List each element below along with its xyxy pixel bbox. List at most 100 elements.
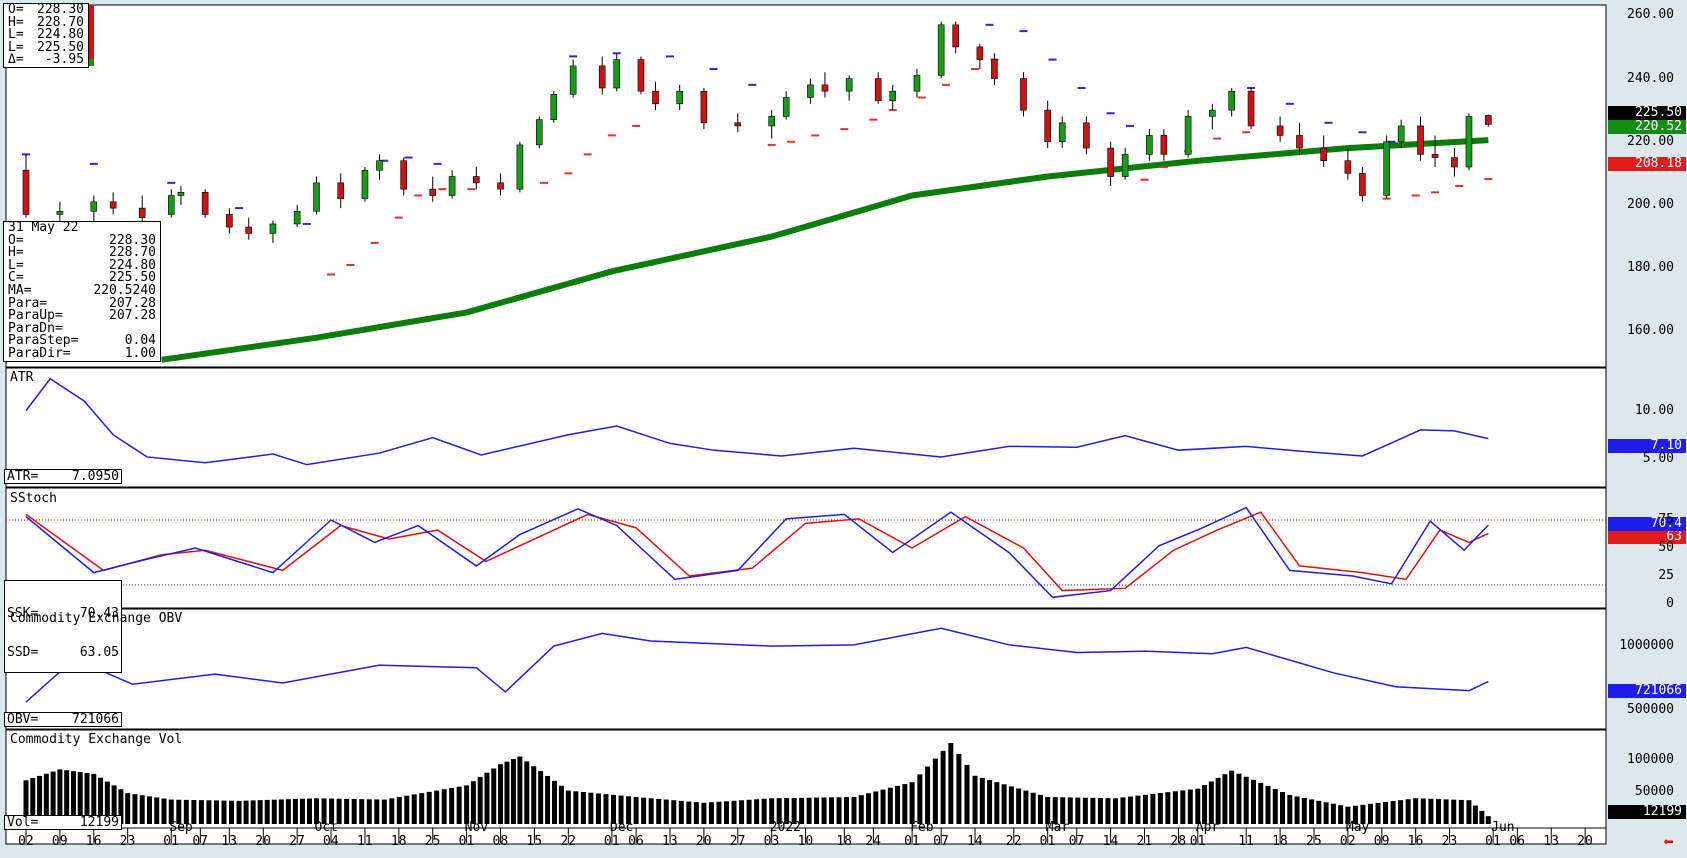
candle-body — [516, 144, 524, 190]
volume-bar — [517, 756, 523, 824]
scroll-left-arrow-icon[interactable]: ⬅ — [1663, 832, 1674, 853]
volume-bar — [956, 753, 962, 824]
x-day-label: 27 — [289, 834, 305, 849]
candle-body — [768, 116, 775, 127]
volume-bar — [932, 758, 938, 824]
para-up-dot — [1159, 166, 1168, 169]
volume-bar — [1229, 770, 1235, 824]
obv-badge: 721066 — [1608, 684, 1686, 698]
volume-bar — [1172, 791, 1178, 824]
para-dn-dot — [666, 55, 674, 58]
volume-bar — [761, 798, 767, 824]
volume-bar — [701, 802, 707, 824]
x-day-label: 02 — [18, 834, 34, 849]
candle-body — [473, 176, 480, 184]
para-up-dot — [1140, 178, 1149, 181]
volume-bar — [1294, 796, 1300, 824]
volume-bar — [50, 771, 56, 824]
header-row: Δ= -3.95 — [8, 52, 84, 68]
volume-bar — [964, 764, 970, 824]
volume-bar — [125, 793, 131, 824]
volume-bar — [366, 799, 372, 824]
volume-bar — [573, 791, 579, 824]
header-row: L= 225.50 — [8, 39, 84, 55]
volume-bar — [1258, 782, 1264, 824]
volume-bar — [329, 798, 335, 824]
candle-body — [1344, 160, 1352, 174]
data-window-row: O= 228.30 — [8, 232, 156, 248]
volume-bar — [1120, 797, 1126, 824]
price-tick-label: 260.00 — [1627, 7, 1674, 23]
x-month-label: Sep — [169, 820, 193, 835]
volume-bar — [1323, 802, 1329, 824]
x-day-label: 07 — [933, 834, 949, 849]
volume-bar — [1082, 797, 1088, 824]
x-day-label: 02 — [1339, 834, 1356, 849]
para-dn-dot — [380, 159, 389, 162]
volume-bar — [1272, 788, 1278, 824]
candle-body — [429, 188, 437, 196]
para-up-dot — [1213, 137, 1222, 140]
volume-bar — [1052, 797, 1058, 824]
volume-bar — [708, 802, 714, 824]
volume-bar — [292, 798, 298, 824]
x-day-label: 04 — [323, 834, 339, 849]
volume-bar — [183, 799, 189, 824]
volume-bar — [498, 764, 504, 824]
vol-readout: Vol= 12199 — [4, 815, 122, 830]
volume-bar — [791, 797, 797, 824]
x-month-label: Apr — [1195, 820, 1220, 835]
candle-body — [1247, 90, 1255, 127]
volume-bar — [858, 795, 864, 824]
volume-bar — [821, 797, 827, 824]
volume-bar — [663, 799, 669, 824]
candle-body — [1044, 109, 1051, 143]
x-day-label: 14 — [1102, 834, 1119, 849]
para-up-dot — [917, 96, 926, 99]
candle-body — [550, 94, 558, 120]
candle-body — [90, 201, 98, 212]
volume-bar — [531, 766, 537, 824]
data-window-row: ParaDn= — [8, 320, 63, 336]
x-day-label: 22 — [1005, 834, 1022, 849]
sstoch-tick-label: 75 — [1658, 512, 1674, 527]
volume-bar — [917, 774, 923, 824]
candle-body — [613, 59, 621, 89]
x-day-label: 21 — [1136, 834, 1153, 849]
volume-bar — [206, 800, 212, 824]
volume-bar — [909, 782, 915, 824]
volume-bar — [419, 793, 425, 824]
x-month-label: Jun — [1491, 820, 1515, 835]
volume-bar — [979, 777, 985, 824]
volume-bar — [873, 791, 879, 824]
volume-bar — [558, 785, 564, 824]
volume-bar — [434, 790, 440, 824]
x-day-label: 01 — [904, 834, 920, 849]
x-month-label: May — [1345, 820, 1370, 835]
volume-bar — [686, 801, 692, 824]
volume-bar — [264, 799, 270, 824]
candle-body — [734, 122, 742, 127]
volume-bar — [1023, 790, 1029, 824]
candle-body — [991, 59, 998, 79]
x-month-label: 2022 — [769, 820, 801, 835]
x-day-label: 01 — [1189, 834, 1206, 849]
volume-bar — [477, 776, 483, 824]
para-up-dot — [971, 68, 980, 71]
volume-bar — [618, 795, 624, 824]
volume-bar — [588, 792, 594, 824]
para-up-dot — [583, 153, 592, 156]
candle-body — [1121, 154, 1129, 177]
para-up-dot — [540, 181, 549, 184]
x-day-label: 20 — [255, 834, 271, 849]
x-month-label: Oct — [314, 820, 338, 835]
data-window-row: L= 224.80 — [8, 257, 156, 273]
volume-bar — [306, 798, 312, 824]
ma-price-badge: 220.52 — [1608, 120, 1686, 134]
candle-body — [845, 78, 853, 92]
volume-bar — [716, 801, 722, 824]
volume-bar — [887, 787, 893, 824]
volume-bar — [1316, 800, 1322, 824]
volume-bar — [374, 799, 380, 824]
